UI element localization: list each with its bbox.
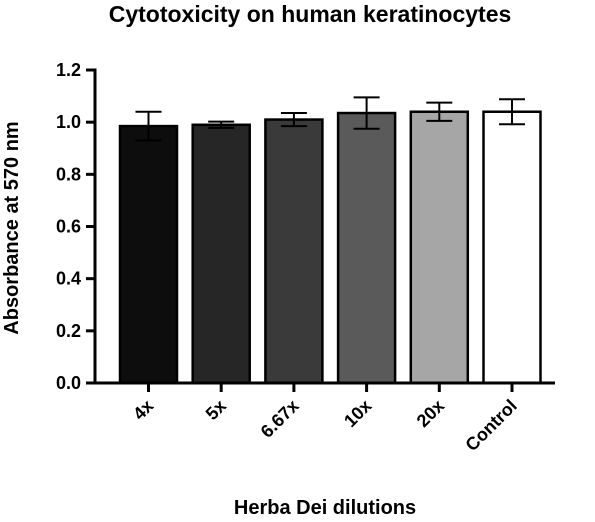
x-tick-label: 5x [202,396,230,424]
error-bars [135,96,525,142]
error-bar [426,101,453,122]
chart-title: Cytotoxicity on human keratinocytes [109,1,512,27]
x-tick-label: 6.67x [257,396,303,442]
x-tick-label: 20x [413,396,448,431]
y-tick-label: 1.2 [56,60,81,80]
y-tick-label: 0.8 [56,164,81,184]
y-tick-label: 0.4 [56,269,81,289]
y-tick-label: 0.0 [56,373,81,393]
bar-5x [191,123,251,385]
y-ticks: 0.0 0.2 0.4 0.6 0.8 1.0 1.2 [56,60,95,393]
y-axis-label: Absorbance at 570 nm [1,121,23,334]
bar-control [482,110,542,385]
x-tick-label: Control [461,396,520,455]
x-tick-label: 4x [129,396,157,424]
bar-6-67x [264,118,324,385]
bar-20x [409,110,470,385]
error-bar [280,112,307,128]
bars [118,110,542,385]
y-tick-label: 0.6 [56,217,81,237]
error-bar [353,96,380,130]
error-bar [135,110,162,142]
bar-10x [336,111,397,385]
x-axis-label: Herba Dei dilutions [234,497,416,519]
y-tick-label: 0.2 [56,321,81,341]
error-bar [499,98,525,126]
x-tick-labels: 4x 5x 6.67x 10x 20x Control [129,383,521,455]
y-tick-label: 1.0 [56,112,81,132]
bar-4x [118,124,179,385]
error-bar [208,120,235,129]
x-tick-label: 10x [340,396,375,431]
